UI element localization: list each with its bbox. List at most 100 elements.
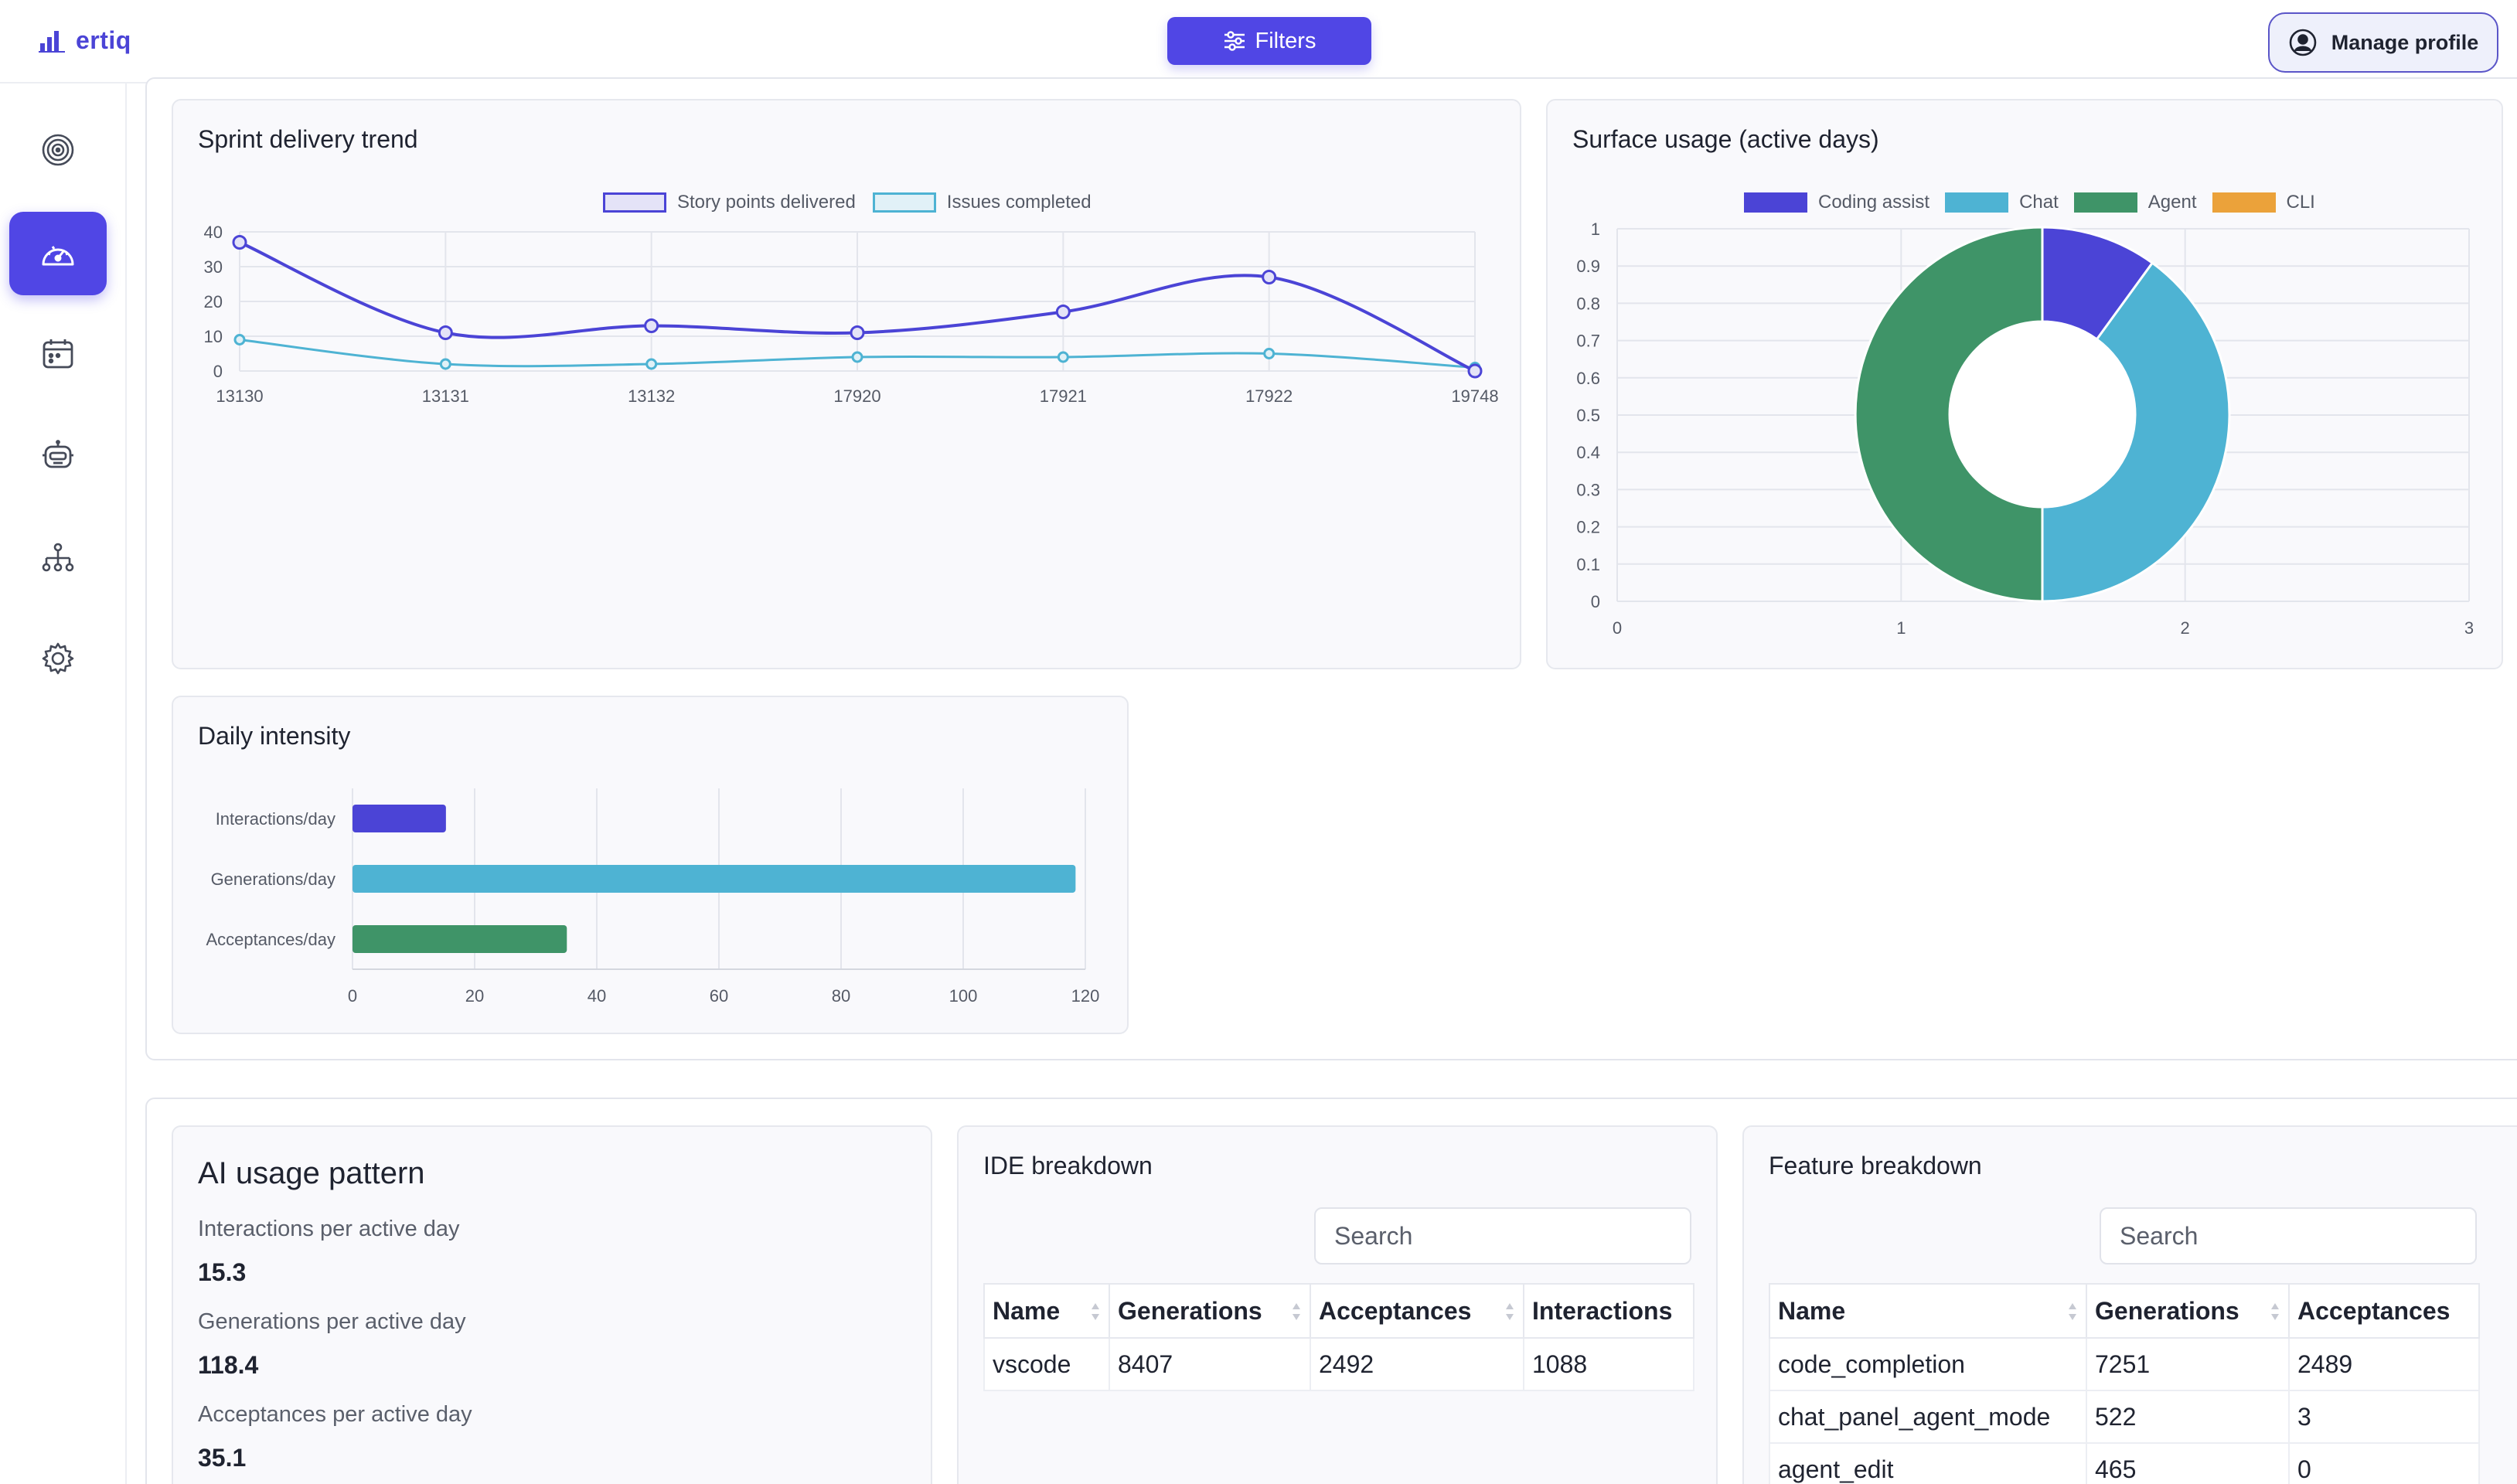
table-cell: 1088 xyxy=(1523,1337,1694,1391)
donut-hole xyxy=(1950,322,2134,506)
legend-swatch-story-points xyxy=(603,192,666,213)
metric-label-acceptances: Acceptances per active day xyxy=(198,1402,472,1427)
y-tick-label: 0.8 xyxy=(1576,294,1600,313)
sort-icon xyxy=(2069,1303,2076,1320)
surface-chart-title: Surface usage (active days) xyxy=(1572,125,1879,153)
column-header-acceptances[interactable]: Acceptances xyxy=(2288,1283,2480,1339)
x-tick-label: 19748 xyxy=(1451,386,1498,406)
x-tick-label: 100 xyxy=(949,986,978,1006)
table-row[interactable]: chat_panel_agent_mode 522 3 xyxy=(1769,1390,2480,1444)
y-tick-label: 0.1 xyxy=(1576,555,1600,574)
table-cell: agent_edit xyxy=(1769,1442,2087,1484)
sidebar-item-settings[interactable] xyxy=(9,617,107,700)
table-cell: 465 xyxy=(2086,1442,2290,1484)
column-header-label: Interactions xyxy=(1532,1296,1673,1325)
table-cell: chat_panel_agent_mode xyxy=(1769,1390,2087,1444)
column-header-name[interactable]: Name xyxy=(1769,1283,2087,1339)
y-tick-label: 0.7 xyxy=(1576,332,1600,351)
data-point xyxy=(645,358,658,370)
data-point xyxy=(850,325,865,340)
table-cell: code_completion xyxy=(1769,1337,2087,1391)
legend-label-coding-assist[interactable]: Coding assist xyxy=(1818,192,1930,213)
y-tick-label: 0.2 xyxy=(1576,518,1600,537)
legend-label-story-points[interactable]: Story points delivered xyxy=(677,192,856,213)
sprint-legend: Story points delivered Issues completed xyxy=(603,192,1092,213)
sidebar-item-robot[interactable] xyxy=(9,414,107,498)
intensity-bar-chart[interactable]: 0 20 40 60 80 100 120 Interactions/day Generatio… xyxy=(173,697,1130,1036)
column-header-acceptances[interactable]: Acceptances xyxy=(1310,1283,1524,1339)
data-point xyxy=(439,358,451,370)
y-tick-label: 20 xyxy=(204,292,223,311)
top-bar: ertiq Filters Manage profile xyxy=(0,0,2517,83)
column-header-generations[interactable]: Generations xyxy=(2086,1283,2290,1339)
x-tick-label: 17920 xyxy=(833,386,880,406)
sprint-chart-title: Sprint delivery trend xyxy=(198,125,418,153)
sliders-icon xyxy=(1224,31,1245,51)
speedometer-icon xyxy=(42,246,74,266)
intensity-chart-title: Daily intensity xyxy=(198,722,351,750)
column-header-label: Name xyxy=(1778,1296,1846,1325)
column-header-label: Acceptances xyxy=(2297,1296,2451,1325)
metric-label-interactions: Interactions per active day xyxy=(198,1217,460,1241)
x-tick-label: 20 xyxy=(465,986,484,1006)
x-tick-label: 0 xyxy=(348,986,357,1006)
x-tick-label: 2 xyxy=(2181,618,2190,638)
x-tick-label: 17922 xyxy=(1245,386,1293,406)
legend-swatch-chat xyxy=(1945,192,2009,213)
y-tick-label: 40 xyxy=(204,223,223,242)
table-row[interactable]: vscode 8407 2492 1088 xyxy=(983,1337,1694,1391)
ide-breakdown-title: IDE breakdown xyxy=(983,1152,1153,1179)
filters-label: Filters xyxy=(1255,28,1316,53)
legend-label-issues[interactable]: Issues completed xyxy=(946,192,1092,213)
table-row[interactable]: agent_edit 465 0 xyxy=(1769,1442,2480,1484)
ide-search-input[interactable]: Search xyxy=(1314,1207,1691,1264)
sidebar-item-dashboard[interactable] xyxy=(9,212,107,295)
feature-table: Name Generations Acceptances code_comple… xyxy=(1769,1283,2480,1484)
y-tick-label: 1 xyxy=(1591,220,1600,239)
table-header-row: Name Generations Acceptances Interaction… xyxy=(983,1283,1694,1339)
manage-profile-label: Manage profile xyxy=(2331,30,2479,54)
data-point xyxy=(644,318,659,333)
y-tick-label: 0 xyxy=(213,362,223,381)
legend-label-agent[interactable]: Agent xyxy=(2147,192,2197,213)
sprint-line-chart[interactable]: 0 10 20 30 40 13130 13131 13132 17920 17921 17922 1… xyxy=(173,100,1523,441)
y-tick-label: 0 xyxy=(1591,592,1600,611)
bar-interactions-day xyxy=(353,805,446,832)
legend-label-cli[interactable]: CLI xyxy=(2286,192,2315,213)
x-tick-label: 80 xyxy=(832,986,850,1006)
surface-donut-chart[interactable]: 0 0.1 0.2 0.3 0.4 0.5 0.6 0.7 0.8 0.9 1 0 1 2 3 xyxy=(1548,100,2505,671)
calendar-icon xyxy=(43,339,73,369)
sidebar-item-target[interactable] xyxy=(9,108,107,192)
surface-usage-card: Surface usage (active days) Coding assis… xyxy=(1546,99,2503,669)
legend-swatch-issues xyxy=(872,192,936,213)
data-point xyxy=(1262,270,1277,284)
column-header-generations[interactable]: Generations xyxy=(1109,1283,1311,1339)
surface-legend: Coding assist Chat Agent CLI xyxy=(1744,192,2315,213)
column-header-label: Generations xyxy=(2095,1296,2239,1325)
table-cell: 2489 xyxy=(2288,1337,2480,1391)
x-tick-label: 17921 xyxy=(1040,386,1087,406)
sort-icon xyxy=(1293,1303,1300,1320)
user-circle-icon xyxy=(2289,29,2317,56)
data-point xyxy=(232,235,247,250)
x-tick-label: 13132 xyxy=(628,386,675,406)
x-tick-label: 1 xyxy=(1896,618,1906,638)
sidebar-item-calendar[interactable] xyxy=(9,312,107,396)
sort-icon xyxy=(1506,1303,1514,1320)
gear-icon xyxy=(42,642,74,675)
column-header-label: Acceptances xyxy=(1319,1296,1472,1325)
feature-search-input[interactable]: Search xyxy=(2100,1207,2477,1264)
sidebar-item-org-tree[interactable] xyxy=(9,516,107,600)
ide-table: Name Generations Acceptances Interaction… xyxy=(983,1283,1694,1391)
table-row[interactable]: code_completion 7251 2489 xyxy=(1769,1337,2480,1391)
filters-button[interactable]: Filters xyxy=(1167,17,1371,65)
manage-profile-button[interactable]: Manage profile xyxy=(2268,12,2498,73)
y-tick-label: 0.5 xyxy=(1576,406,1600,425)
donut-slice-agent xyxy=(1854,226,2044,603)
app-logo[interactable]: ertiq xyxy=(39,26,131,55)
legend-label-chat[interactable]: Chat xyxy=(2019,192,2059,213)
column-header-name[interactable]: Name xyxy=(983,1283,1110,1339)
table-cell: 8407 xyxy=(1109,1337,1311,1391)
metric-value-interactions: 15.3 xyxy=(198,1258,247,1286)
column-header-interactions[interactable]: Interactions xyxy=(1523,1283,1694,1339)
